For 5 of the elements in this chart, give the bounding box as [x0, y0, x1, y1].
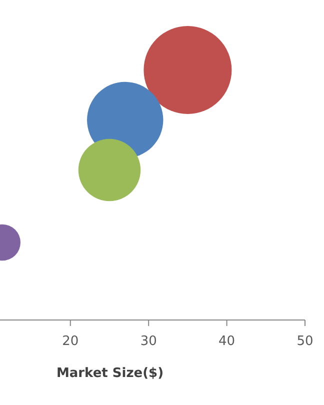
x-axis-title: Market Size($) [56, 366, 164, 381]
x-tick-label: 40 [218, 334, 236, 349]
x-tick-label: 30 [140, 334, 157, 349]
x-tick-label: 20 [62, 334, 79, 349]
x-tick-label: 50 [296, 334, 314, 349]
